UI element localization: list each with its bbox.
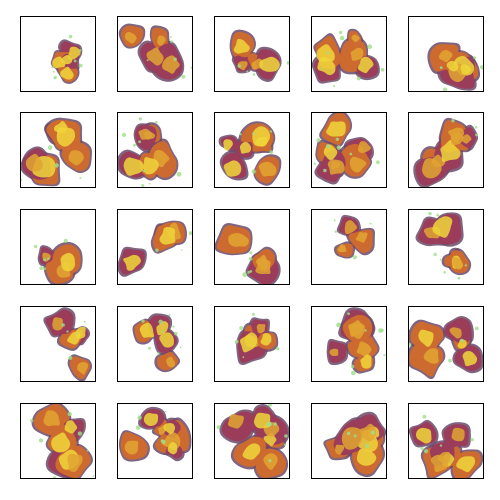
sample-tile <box>117 209 193 285</box>
sample-blob-image <box>409 414 483 478</box>
sample-blob-image <box>50 34 83 84</box>
sample-tile <box>214 306 290 382</box>
sample-blob-image <box>218 121 282 186</box>
sample-blob-image <box>118 220 192 277</box>
sample-blob-image <box>118 23 192 82</box>
sample-tile <box>20 16 96 92</box>
sample-tile <box>117 306 193 382</box>
sample-blob-image <box>427 42 483 91</box>
sample-blob-image <box>21 117 93 187</box>
sample-blob-image <box>132 313 182 373</box>
sample-tile <box>214 403 290 479</box>
sample-blob-image <box>413 117 479 187</box>
sample-tile <box>214 16 290 92</box>
sample-blob-image <box>118 117 182 187</box>
sample-tile <box>20 306 96 382</box>
sample-blob-image <box>30 404 95 478</box>
sample-tile <box>408 209 484 285</box>
sample-tile <box>408 16 484 92</box>
sample-tile <box>214 112 290 188</box>
sample-blob-image <box>333 214 376 260</box>
sample-tile <box>20 112 96 188</box>
sample-blob-image <box>215 223 281 284</box>
sample-blob-image <box>323 411 386 478</box>
sample-blob-image <box>118 406 192 462</box>
sample-tile <box>214 209 290 285</box>
sample-tile <box>408 112 484 188</box>
sample-tile <box>408 306 484 382</box>
sample-tile <box>117 16 193 92</box>
sample-blob-image <box>234 312 280 366</box>
sample-tile <box>311 306 387 382</box>
sample-blob-image <box>229 29 289 82</box>
sample-blob-image <box>409 316 483 380</box>
sample-blob-image <box>312 28 385 88</box>
sample-tile <box>117 112 193 188</box>
sample-blob-image <box>216 404 289 478</box>
sample-tile <box>20 209 96 285</box>
sample-tile <box>311 209 387 285</box>
sample-tile <box>311 16 387 92</box>
sample-tile <box>117 403 193 479</box>
sample-blob-image <box>326 307 386 376</box>
sample-blob-image <box>43 307 93 381</box>
sample-tile <box>408 403 484 479</box>
sample-blob-image <box>415 211 472 280</box>
sample-blob-image <box>313 113 380 185</box>
sample-blob-image <box>33 238 83 284</box>
sample-tile <box>311 403 387 479</box>
sample-tile <box>311 112 387 188</box>
sample-tile <box>20 403 96 479</box>
